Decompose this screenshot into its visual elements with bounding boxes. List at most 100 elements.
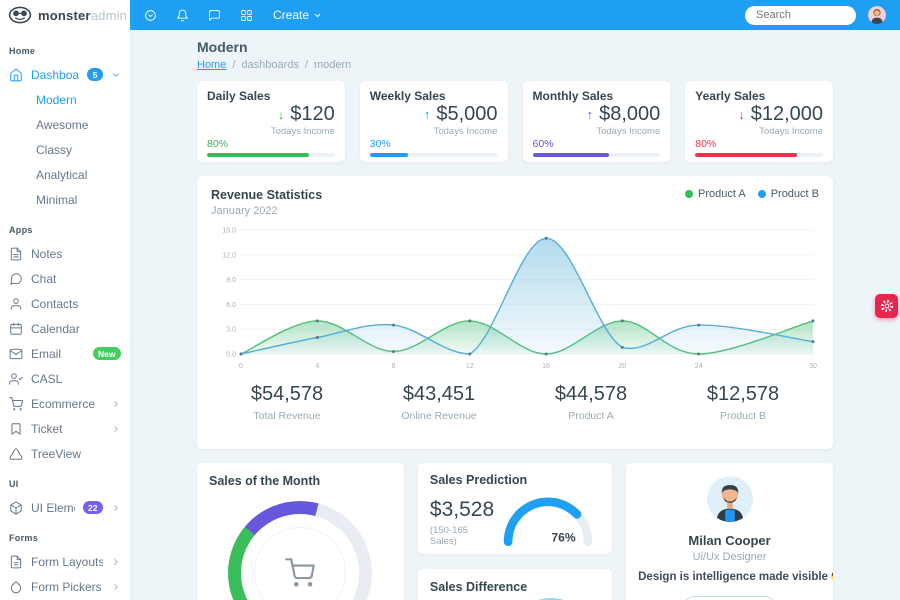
stat-card-monthly-sales: Monthly Sales ↑ $8,000 Todays Income 60%	[522, 81, 671, 162]
progress-bar	[532, 153, 661, 157]
svg-text:4: 4	[315, 363, 319, 370]
bell-icon[interactable]	[176, 9, 189, 22]
svg-text:24: 24	[695, 363, 703, 370]
sidebar-item-label: Dashboards	[31, 67, 80, 82]
sidebar-item-label: Form Layouts	[31, 554, 103, 569]
summary-label: Product B	[719, 410, 767, 422]
sidebar-item-ecommerce[interactable]: Ecommerce	[0, 391, 130, 416]
sidebar-item-label: UI Elements	[31, 500, 75, 515]
summary-product-a: $44,578 Product A	[515, 383, 667, 422]
breadcrumb-separator: /	[232, 59, 236, 71]
profile-avatar	[706, 476, 753, 522]
sidebar-item-dashboards[interactable]: Dashboards 5	[0, 62, 130, 87]
svg-text:0.0: 0.0	[226, 352, 236, 359]
home-icon	[9, 68, 23, 82]
sidebar-item-ui-elements[interactable]: UI Elements 22	[0, 495, 130, 520]
progress-bar	[369, 153, 498, 157]
sales-prediction-title: Sales Prediction	[429, 473, 528, 487]
sidebar-item-classy[interactable]: Classy	[36, 142, 73, 157]
sidebar-badge: 5	[87, 68, 103, 81]
sidebar-item-form-pickers[interactable]: Form Pickers	[0, 574, 130, 599]
stat-percent: 80%	[207, 138, 229, 150]
trend-up-icon: ↑	[586, 107, 594, 122]
brand-name-bold: monster	[38, 7, 91, 23]
sales-prediction-value: $3,528	[429, 498, 495, 521]
brand-name: monsteradmin	[38, 8, 127, 23]
sidebar-item-analytical[interactable]: Analytical	[36, 167, 88, 182]
sidebar-item-modern[interactable]: Modern	[36, 92, 77, 107]
sidebar-item-form-layouts[interactable]: Form Layouts	[0, 549, 130, 574]
summary-product-b: $12,578 Product B	[667, 383, 819, 422]
follow-button[interactable]: + Follow	[682, 596, 777, 600]
sidebar-item-contacts[interactable]: Contacts	[0, 291, 130, 316]
user-avatar[interactable]	[868, 6, 886, 24]
navbar-blue-area: Create	[130, 0, 900, 30]
cart-icon	[285, 558, 316, 587]
stat-percent: 30%	[369, 138, 391, 150]
sidebar-badge: New	[92, 347, 121, 360]
chat-icon	[9, 272, 23, 286]
trend-down-icon: ↓	[277, 107, 285, 122]
summary-value: $12,578	[706, 383, 780, 405]
circle-arrow-icon[interactable]	[144, 9, 157, 22]
profile-role: Ui/Ux Designer	[692, 551, 767, 563]
sidebar-section-label-forms: Forms	[9, 533, 39, 543]
revenue-title: Revenue Statistics	[211, 188, 323, 202]
settings-button[interactable]	[875, 294, 898, 318]
svg-text:15.0: 15.0	[222, 228, 236, 235]
sidebar-item-minimal[interactable]: Minimal	[36, 192, 78, 207]
stat-cards-row: Daily Sales ↓ $120 Todays Income 80% Weekly S…	[197, 81, 833, 162]
message-icon[interactable]	[208, 9, 221, 22]
chevron-right-icon	[111, 557, 121, 567]
sidebar-item-label: Chat	[31, 271, 57, 286]
sidebar-badge: 22	[82, 501, 103, 514]
breadcrumb-modern: modern	[313, 59, 352, 71]
legend-product-b: Product B	[757, 188, 819, 200]
sales-prediction-card: Sales Prediction $3,528 (150-165 Sales) …	[417, 463, 613, 554]
stat-card-yearly-sales: Yearly Sales ↓ $12,000 Todays Income 80%	[685, 81, 833, 162]
top-navbar: monsteradmin Create	[0, 0, 900, 30]
revenue-subtitle: January 2022	[211, 205, 278, 217]
sidebar-item-casl[interactable]: CASL	[0, 366, 130, 391]
sidebar-item-label: Email	[31, 346, 62, 361]
stat-percent: 80%	[695, 138, 717, 150]
grid-icon[interactable]	[240, 9, 253, 22]
user-check-icon	[9, 372, 23, 386]
main-content: Modern Home / dashboards / modern Daily …	[130, 30, 900, 600]
svg-text:0: 0	[239, 363, 243, 370]
trend-down-icon: ↓	[738, 107, 745, 122]
stat-value: $12,000	[750, 103, 823, 125]
sidebar-item-label: Calendar	[31, 321, 80, 336]
sidebar-item-label: Contacts	[31, 296, 79, 311]
gear-icon	[880, 299, 893, 313]
profile-card: Milan Cooper Ui/Ux Designer Design is in…	[626, 463, 834, 600]
chevron-down-icon	[314, 13, 321, 17]
sidebar-item-chat[interactable]: Chat	[0, 266, 130, 291]
stat-value: $8,000	[599, 103, 661, 125]
svg-text:6.0: 6.0	[226, 302, 236, 309]
search-input[interactable]	[745, 5, 856, 25]
summary-value: $54,578	[250, 383, 324, 405]
sidebar-item-calendar[interactable]: Calendar	[0, 316, 130, 341]
sales-month-title: Sales of the Month	[209, 474, 321, 488]
sidebar-item-notes[interactable]: Notes	[0, 241, 130, 266]
sidebar-item-ticket[interactable]: Ticket	[0, 416, 130, 441]
page-title: Modern	[197, 39, 248, 55]
bookmark-icon	[9, 422, 23, 436]
stat-card-weekly-sales: Weekly Sales ↑ $5,000 Todays Income 30%	[359, 81, 508, 162]
sales-prediction-range: (150-165 Sales)	[429, 525, 468, 547]
stat-title: Weekly Sales	[369, 89, 446, 103]
sidebar-item-awesome[interactable]: Awesome	[36, 117, 89, 132]
brand-logo[interactable]: monsteradmin	[0, 0, 130, 30]
stat-value: $5,000	[436, 103, 498, 125]
sidebar-section-label-ui: UI	[9, 479, 19, 489]
create-menu-button[interactable]: Create	[273, 8, 322, 22]
summary-label: Product A	[568, 410, 614, 422]
chevron-right-icon	[111, 399, 121, 409]
summary-label: Total Revenue	[253, 410, 321, 422]
breadcrumb-home-link[interactable]: Home	[197, 59, 227, 71]
sidebar-item-treeview[interactable]: TreeView	[0, 441, 130, 466]
stat-title: Yearly Sales	[695, 89, 766, 103]
sidebar-item-email[interactable]: Email New	[0, 341, 130, 366]
triangle-icon	[9, 447, 23, 461]
